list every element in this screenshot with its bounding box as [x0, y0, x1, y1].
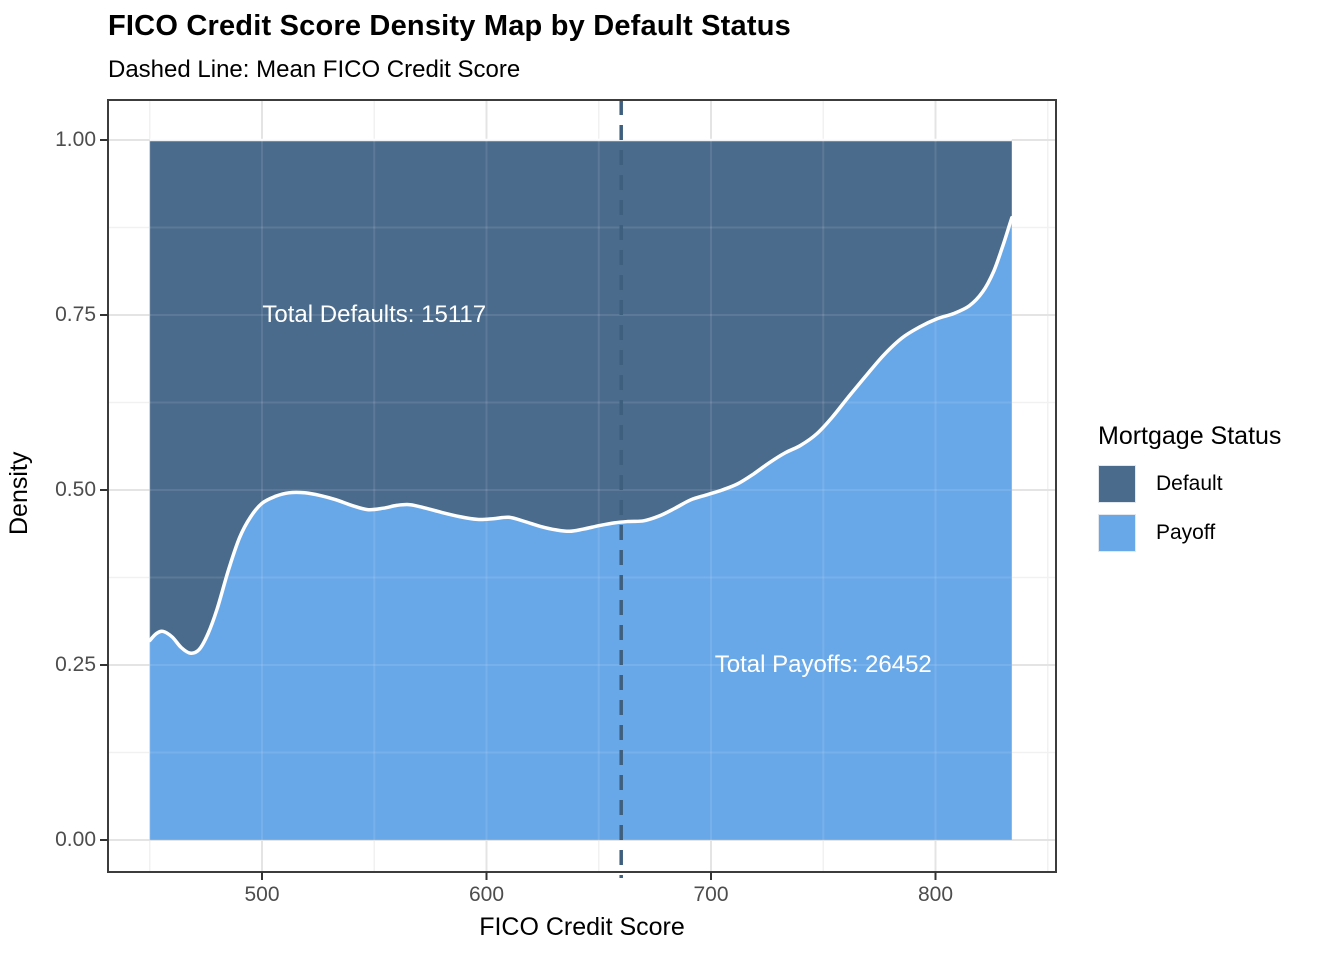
legend-swatch-payoff-icon	[1098, 514, 1136, 552]
y-tick-label-0.75: 0.75	[55, 303, 96, 326]
annotation-total-defaults: Total Defaults: 15117	[262, 301, 487, 328]
legend-entry-payoff: Payoff	[1098, 514, 1338, 552]
legend-swatch-default-icon	[1098, 465, 1136, 503]
gridline-overlay-group	[149, 140, 1012, 840]
y-tick-label-0.50: 0.50	[55, 478, 96, 501]
payoff-density-area	[149, 217, 1012, 840]
y-tick-label-0.25: 0.25	[55, 653, 96, 676]
legend-title: Mortgage Status	[1098, 422, 1282, 450]
legend: Mortgage Status Default Payoff	[1098, 422, 1338, 563]
density-boundary-curve	[148, 215, 1014, 655]
x-tick-label-500: 500	[244, 883, 280, 906]
y-tick-label-0.00: 0.00	[55, 828, 96, 851]
x-tick-label-700: 700	[693, 883, 729, 906]
y-tick-label-1.00: 1.00	[55, 128, 96, 151]
chart-title: FICO Credit Score Density Map by Default…	[108, 10, 791, 42]
legend-label-payoff: Payoff	[1156, 521, 1216, 544]
legend-entry-default: Default	[1098, 465, 1338, 503]
default-density-area	[149, 140, 1012, 654]
x-tick-label-600: 600	[468, 883, 505, 906]
chart-subtitle: Dashed Line: Mean FICO Credit Score	[108, 56, 521, 83]
panel-border	[107, 99, 1057, 873]
x-tick-label-800: 800	[917, 883, 954, 906]
legend-label-default: Default	[1156, 472, 1223, 495]
x-axis-title: FICO Credit Score	[479, 913, 685, 941]
annotation-total-payoffs: Total Payoffs: 26452	[714, 651, 932, 678]
